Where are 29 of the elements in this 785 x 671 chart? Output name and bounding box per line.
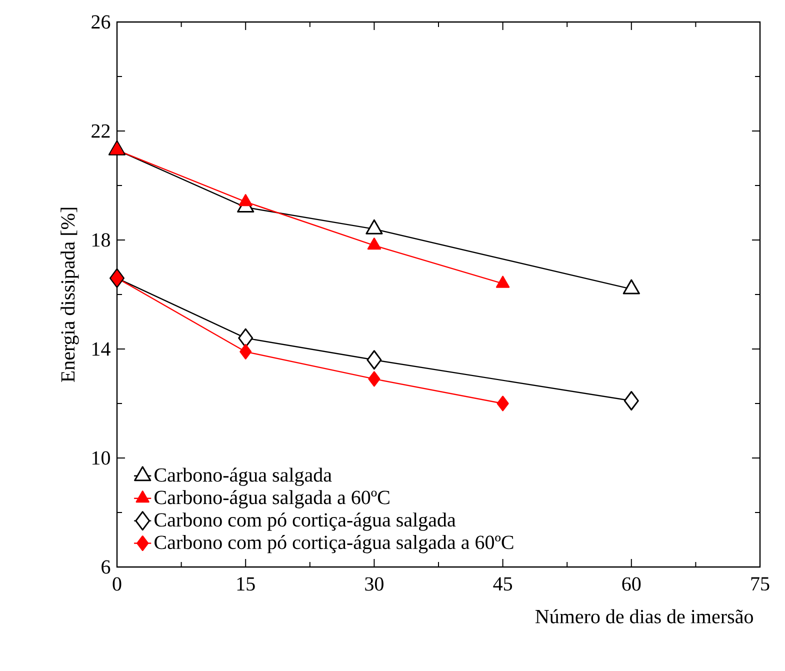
y-axis-title: Energia dissipada [%] <box>60 208 79 382</box>
y-tick-label: 22 <box>92 124 110 138</box>
legend-label: Carbono com pó cortiça-água salgada a 60ºC <box>154 535 514 554</box>
point <box>496 396 509 412</box>
x-tick-label: 45 <box>493 577 512 591</box>
point <box>496 276 510 288</box>
x-tick-label: 30 <box>365 577 384 591</box>
y-tick-label: 10 <box>92 451 110 465</box>
x-tick-label: 75 <box>751 577 770 591</box>
legend-label: Carbono-água salgada a 60ºC <box>154 490 390 508</box>
point <box>624 391 639 411</box>
point <box>366 219 383 234</box>
x-tick-label: 15 <box>237 577 255 591</box>
y-tick-label: 6 <box>102 560 110 574</box>
x-tick-label: 60 <box>622 577 641 591</box>
y-tick-label: 18 <box>92 233 110 247</box>
x-tick-label: 0 <box>112 577 122 591</box>
legend-label: Carbono-água salgada <box>154 468 332 486</box>
y-tick-label: 26 <box>92 15 110 29</box>
point <box>622 279 640 294</box>
point <box>368 371 380 387</box>
point <box>238 328 254 348</box>
point <box>366 350 382 370</box>
x-axis-title: Número de dias de imersão <box>535 609 753 624</box>
legend-label: Carbono com pó cortiça-água salgada <box>154 512 456 531</box>
point <box>240 344 252 360</box>
y-tick-label: 14 <box>92 342 110 356</box>
point <box>238 194 252 206</box>
point <box>367 238 382 250</box>
